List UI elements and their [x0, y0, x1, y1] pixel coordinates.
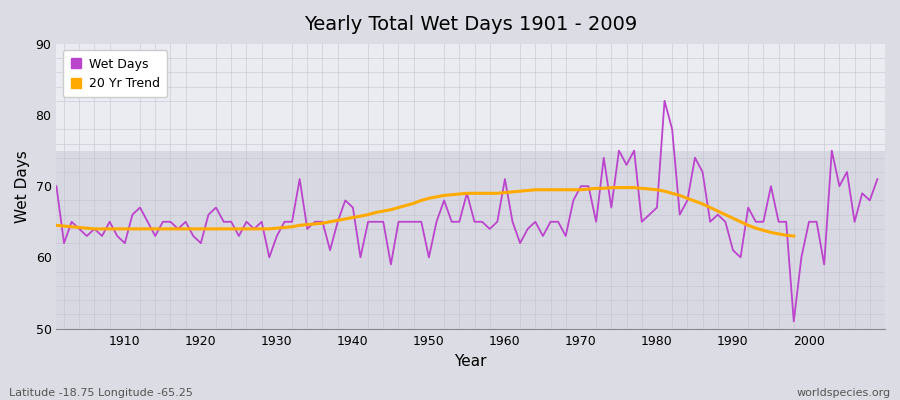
Text: Latitude -18.75 Longitude -65.25: Latitude -18.75 Longitude -65.25 — [9, 388, 193, 398]
Bar — [57, 44, 885, 151]
Title: Yearly Total Wet Days 1901 - 2009: Yearly Total Wet Days 1901 - 2009 — [304, 15, 637, 34]
Legend: Wet Days, 20 Yr Trend: Wet Days, 20 Yr Trend — [63, 50, 167, 97]
Text: worldspecies.org: worldspecies.org — [796, 388, 891, 398]
Y-axis label: Wet Days: Wet Days — [15, 150, 30, 222]
Bar — [57, 151, 885, 328]
X-axis label: Year: Year — [454, 354, 487, 369]
